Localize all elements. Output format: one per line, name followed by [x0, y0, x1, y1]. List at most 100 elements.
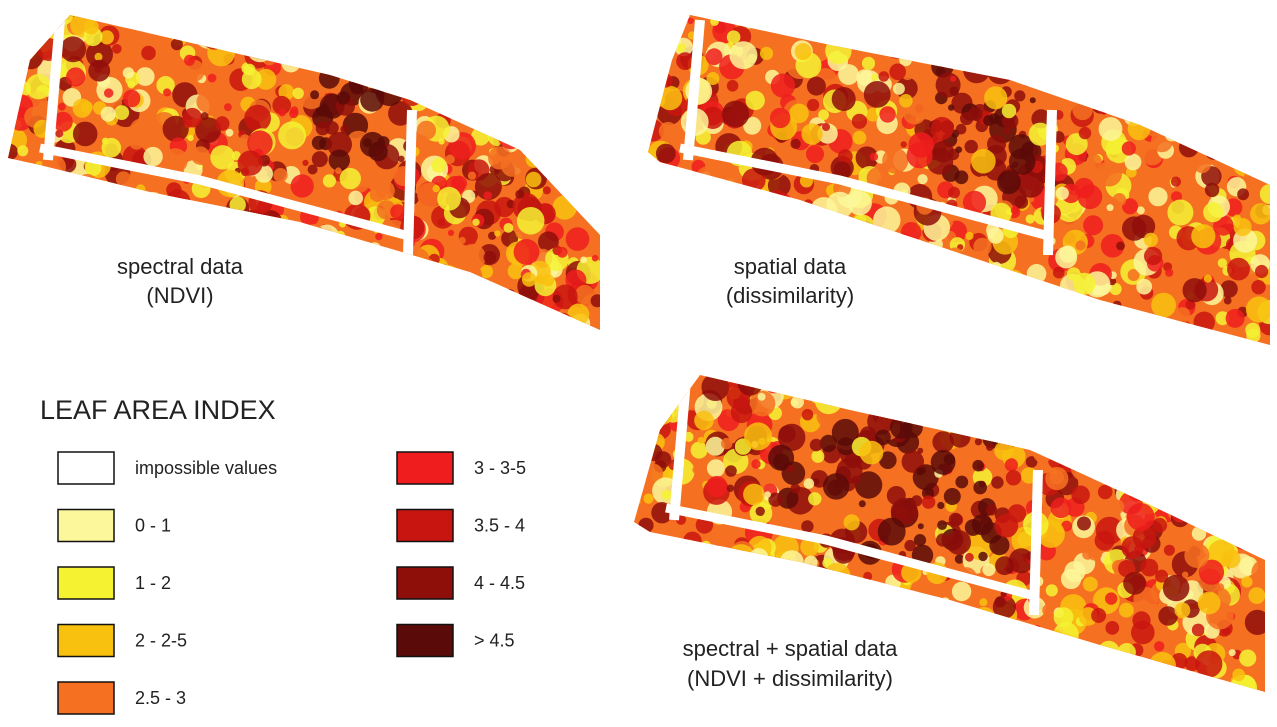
texture-patch: [431, 158, 446, 173]
texture-patch: [67, 199, 93, 225]
texture-patch: [377, 46, 390, 59]
texture-patch: [66, 266, 81, 281]
texture-patch: [794, 310, 805, 321]
texture-patch: [831, 331, 837, 337]
texture-patch: [449, 26, 475, 52]
texture-patch: [228, 18, 238, 28]
texture-patch: [801, 520, 813, 532]
road: [1034, 470, 1038, 615]
texture-patch: [943, 670, 963, 690]
texture-patch: [201, 112, 209, 120]
texture-patch: [418, 277, 424, 283]
texture-patch: [772, 324, 790, 342]
texture-patch: [112, 44, 122, 54]
texture-patch: [1061, 332, 1081, 352]
texture-patch: [927, 402, 955, 430]
texture-patch: [1204, 139, 1225, 160]
texture-patch: [632, 620, 640, 628]
texture-patch: [244, 105, 271, 132]
texture-patch: [430, 300, 438, 308]
texture-patch: [324, 48, 337, 61]
texture-patch: [899, 94, 913, 108]
texture-patch: [808, 210, 819, 221]
texture-patch: [23, 219, 39, 235]
figure: spectral data (NDVI) spatial data (dissi…: [0, 0, 1277, 722]
texture-patch: [656, 650, 683, 677]
legend-swatch: [58, 567, 114, 599]
texture-patch: [796, 570, 822, 596]
texture-patch: [362, 269, 390, 297]
texture-patch: [810, 582, 819, 591]
texture-patch: [183, 202, 196, 215]
panel-label: (NDVI + dissimilarity): [687, 666, 893, 691]
texture-patch: [1016, 42, 1044, 70]
texture-patch: [401, 301, 423, 323]
texture-patch: [557, 36, 581, 60]
texture-patch: [461, 301, 468, 308]
texture-patch: [1128, 117, 1151, 140]
texture-patch: [1218, 494, 1235, 511]
texture-patch: [979, 598, 987, 606]
texture-patch: [657, 34, 678, 55]
texture-patch: [948, 398, 974, 424]
texture-patch: [862, 57, 875, 70]
texture-patch: [871, 229, 879, 237]
texture-patch: [645, 308, 662, 325]
texture-patch: [802, 409, 813, 420]
texture-patch: [916, 14, 928, 26]
texture-patch: [1198, 592, 1221, 615]
texture-patch: [517, 207, 545, 235]
texture-patch: [1175, 307, 1191, 323]
texture-patch: [681, 256, 698, 273]
texture-patch: [1024, 627, 1043, 646]
texture-patch: [592, 255, 599, 262]
texture-patch: [1126, 98, 1134, 106]
texture-patch: [1074, 178, 1094, 198]
texture-patch: [412, 299, 429, 316]
texture-patch: [839, 225, 861, 247]
texture-patch: [309, 245, 323, 259]
texture-patch: [893, 385, 912, 404]
texture-patch: [340, 125, 349, 134]
texture-patch: [448, 40, 474, 66]
texture-patch: [354, 62, 373, 81]
texture-patch: [694, 318, 704, 328]
texture-patch: [373, 275, 388, 290]
texture-patch: [459, 237, 466, 244]
texture-patch: [656, 144, 676, 164]
texture-patch: [794, 317, 811, 334]
texture-patch: [637, 319, 663, 345]
texture-patch: [1208, 479, 1234, 505]
texture-patch: [959, 265, 980, 286]
texture-patch: [1216, 583, 1224, 591]
texture-patch: [454, 297, 481, 324]
texture-patch: [64, 224, 70, 230]
texture-patch: [923, 40, 948, 65]
texture-patch: [673, 543, 685, 555]
texture-patch: [16, 239, 26, 249]
texture-patch: [1056, 411, 1065, 420]
texture-patch: [372, 293, 398, 319]
texture-patch: [1001, 674, 1029, 702]
texture-patch: [390, 204, 405, 219]
texture-patch: [771, 40, 779, 48]
legend-swatch: [58, 625, 114, 657]
texture-patch: [8, 273, 35, 300]
texture-patch: [504, 223, 514, 233]
texture-patch: [952, 268, 960, 276]
texture-patch: [1098, 485, 1113, 500]
texture-patch: [943, 26, 955, 38]
texture-patch: [1082, 46, 1104, 68]
texture-patch: [1027, 306, 1046, 325]
texture-patch: [58, 293, 82, 317]
texture-patch: [1122, 53, 1128, 59]
texture-patch: [866, 303, 887, 324]
texture-patch: [1010, 666, 1032, 688]
texture-patch: [947, 26, 957, 36]
map-panel: [0, 3, 606, 339]
texture-patch: [1, 114, 18, 131]
texture-patch: [275, 258, 295, 278]
texture-patch: [218, 287, 244, 313]
texture-patch: [187, 209, 193, 215]
texture-patch: [1128, 375, 1140, 387]
